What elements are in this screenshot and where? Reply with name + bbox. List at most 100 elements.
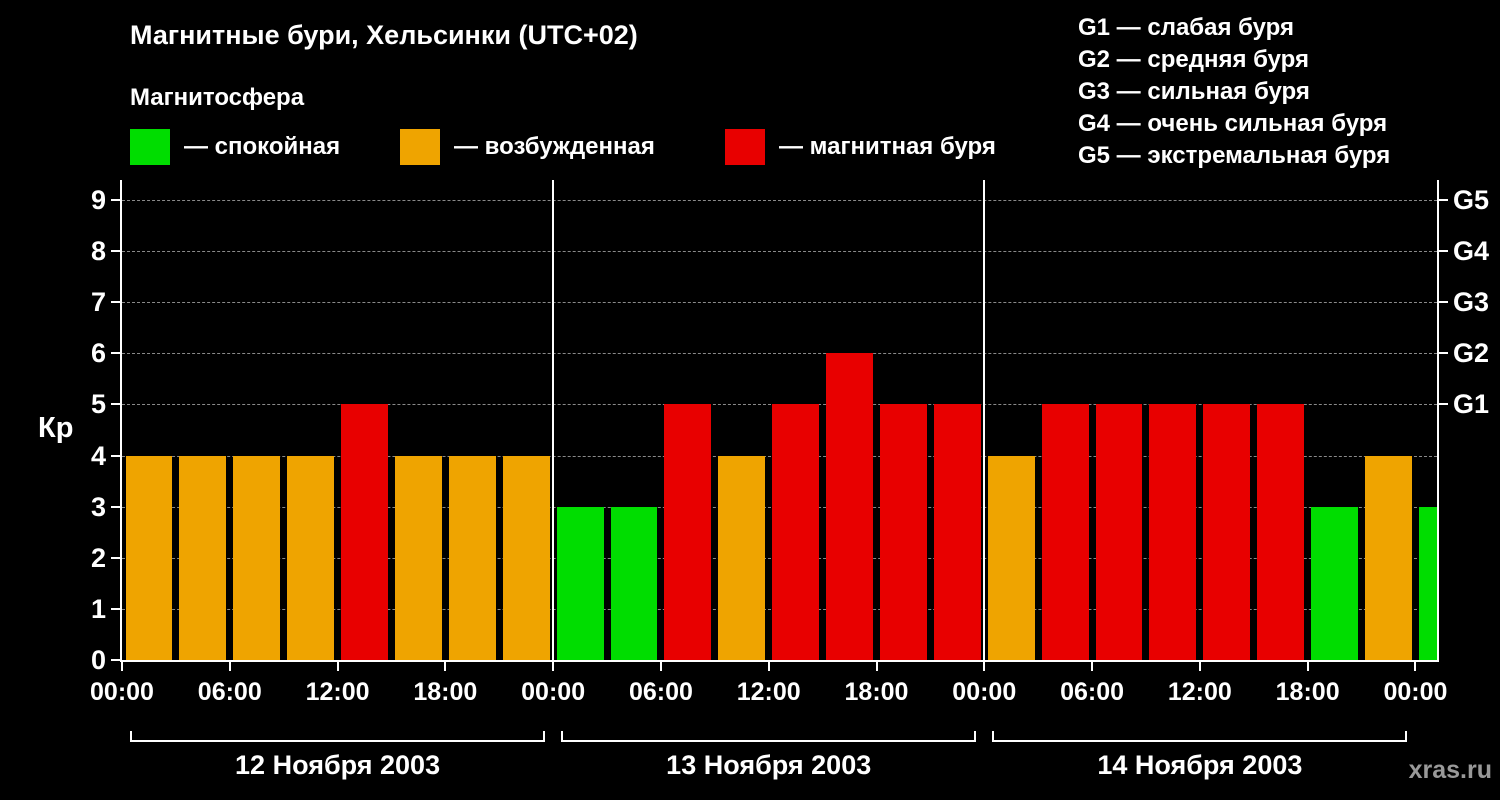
x-tick — [983, 662, 986, 671]
y-tick-label: 3 — [90, 491, 106, 522]
kp-bar — [502, 455, 550, 660]
date-bracket-cap — [561, 731, 564, 742]
gridline-kp-6 — [122, 353, 1437, 355]
kp-bar — [1365, 455, 1412, 660]
y-tick — [111, 250, 120, 253]
legend-item-quiet: — спокойная — [130, 129, 340, 165]
kp-bar — [448, 455, 496, 660]
date-bracket-cap — [1405, 731, 1408, 742]
legend-item-label: — спокойная — [184, 133, 341, 160]
x-tick — [1306, 662, 1309, 671]
x-tick — [121, 662, 123, 671]
kp-bar — [179, 455, 227, 660]
x-tick — [336, 662, 339, 671]
y-tick — [111, 352, 120, 355]
x-tick — [552, 662, 555, 671]
x-tick-label: 12:00 — [305, 678, 370, 706]
g-tick-label: G3 — [1453, 287, 1490, 318]
y-tick-label: 0 — [90, 645, 106, 675]
kp-bar — [556, 506, 604, 660]
date-bracket-cap — [543, 731, 546, 742]
g-legend-line-4: G4 — очень сильная буря — [1078, 110, 1388, 137]
day-separator — [983, 180, 986, 660]
kp-bar — [1203, 404, 1251, 660]
kp-bar — [772, 404, 820, 660]
kp-bar — [664, 404, 712, 660]
x-tick — [875, 662, 878, 671]
g-tick-label: G4 — [1453, 236, 1490, 267]
kp-bar — [1041, 404, 1089, 660]
g-legend-line-2: G2 — средняя буря — [1078, 46, 1309, 73]
y-axis-line — [120, 180, 122, 662]
x-tick-label: 06:00 — [628, 678, 693, 706]
legend-item-label: — возбужденная — [454, 133, 655, 160]
x-tick — [767, 662, 770, 671]
storm-color-swatch — [725, 129, 765, 165]
watermark: xras.ru — [1408, 756, 1492, 784]
y-tick — [111, 659, 120, 661]
quiet-color-swatch — [130, 129, 170, 165]
y-tick-label: 2 — [90, 542, 106, 573]
gridline-kp-7 — [122, 302, 1437, 304]
kp-bar — [610, 506, 658, 660]
y-tick-label: 5 — [90, 389, 106, 420]
kp-bar — [233, 455, 281, 660]
g-tick — [1439, 250, 1448, 253]
y-axis-title: Кр — [38, 412, 74, 444]
x-tick-label: 18:00 — [844, 678, 909, 706]
kp-bar — [1257, 404, 1305, 660]
chart-subtitle: Магнитосфера — [130, 84, 305, 111]
gridline-kp-8 — [122, 251, 1437, 253]
date-bracket-cap — [974, 731, 977, 742]
y-tick-label: 1 — [90, 593, 106, 624]
date-label: 12 Ноября 2003 — [235, 750, 441, 780]
g-scale-legend: G1 — слабая буря G2 — средняя буря G3 — си… — [1078, 12, 1390, 172]
kp-bar — [125, 455, 173, 660]
kp-bar — [880, 404, 927, 660]
y-tick — [111, 301, 120, 304]
right-axis-line — [1437, 180, 1439, 662]
day-separator — [552, 180, 555, 660]
kp-bar — [718, 455, 766, 660]
y-tick — [111, 199, 120, 201]
g-tick — [1439, 199, 1448, 201]
y-tick — [111, 403, 120, 406]
g-legend-line-3: G3 — сильная буря — [1078, 78, 1310, 105]
x-tick-label: 00:00 — [521, 678, 586, 706]
x-tick — [659, 662, 662, 671]
g-legend-line-5: G5 — экстремальная буря — [1078, 142, 1391, 169]
chart-title: Магнитные бури, Хельсинки (UTC+02) — [130, 20, 638, 50]
g-tick-label: G5 — [1453, 185, 1490, 215]
x-tick-label: 06:00 — [197, 678, 262, 706]
legend-item-storm: — магнитная буря — [725, 129, 996, 165]
x-tick-label: 00:00 — [90, 678, 154, 706]
x-tick-label: 12:00 — [1167, 678, 1232, 706]
x-tick-label: 00:00 — [952, 678, 1017, 706]
x-tick-label: 06:00 — [1060, 678, 1125, 706]
date-bracket-line — [992, 740, 1408, 742]
x-tick-label: 18:00 — [1275, 678, 1340, 706]
y-tick-label: 7 — [90, 287, 106, 318]
kp-bar — [1418, 506, 1437, 660]
plot-area — [122, 180, 1437, 660]
x-tick — [1414, 662, 1417, 671]
date-bracket-line — [561, 740, 977, 742]
y-tick — [111, 556, 120, 559]
kp-bar — [1149, 404, 1197, 660]
y-tick-label: 9 — [90, 185, 106, 215]
x-axis-line — [120, 660, 1439, 662]
x-tick — [1091, 662, 1094, 671]
gridline-kp-9 — [122, 200, 1437, 201]
kp-bar — [933, 404, 981, 660]
g-tick-label: G2 — [1453, 338, 1490, 369]
x-tick-label: 12:00 — [736, 678, 801, 706]
y-tick-label: 8 — [90, 236, 106, 267]
x-tick-label: 18:00 — [413, 678, 478, 706]
kp-bar — [394, 455, 442, 660]
kp-bar — [826, 353, 873, 660]
g-tick — [1439, 301, 1448, 304]
g-tick — [1439, 352, 1448, 355]
y-tick-label: 4 — [90, 440, 106, 471]
kp-bar — [287, 455, 335, 660]
